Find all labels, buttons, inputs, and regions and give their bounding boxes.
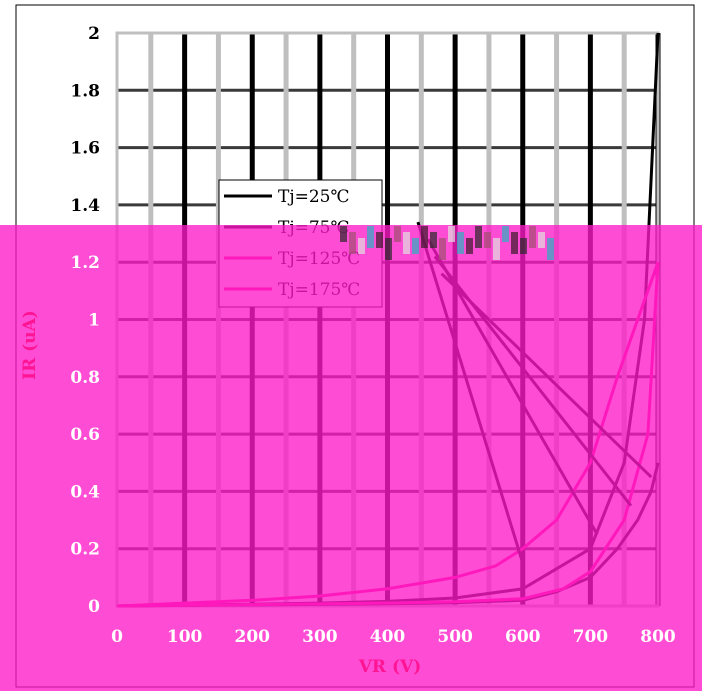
y-axis-label: IR (uA) <box>20 310 40 380</box>
y-tick-label: 0.8 <box>70 368 100 388</box>
noise-artifact <box>421 226 428 248</box>
x-tick-label: 400 <box>370 627 406 647</box>
x-axis-label: VR (V) <box>358 657 422 677</box>
noise-artifact <box>493 238 500 260</box>
x-tick-label: 200 <box>235 627 271 647</box>
noise-artifact <box>349 232 356 254</box>
noise-artifact <box>448 226 455 242</box>
y-tick-label: 2 <box>88 24 100 44</box>
noise-artifact <box>547 238 554 260</box>
noise-artifact <box>520 238 527 254</box>
y-tick-label: 1.8 <box>70 81 100 101</box>
noise-artifact <box>529 226 536 248</box>
y-tick-label: 0.4 <box>70 482 100 502</box>
noise-artifact <box>466 238 473 254</box>
noise-artifact <box>367 226 374 248</box>
noise-artifact <box>457 232 464 254</box>
noise-artifact <box>502 226 509 242</box>
y-tick-label: 1.2 <box>70 253 100 273</box>
noise-artifact <box>340 226 347 242</box>
noise-artifact <box>538 232 545 248</box>
y-tick-label: 0.2 <box>70 540 100 560</box>
x-tick-label: 0 <box>111 627 123 647</box>
noise-artifact <box>385 238 392 260</box>
noise-artifact <box>430 232 437 248</box>
noise-artifact <box>412 238 419 254</box>
y-tick-label: 0 <box>88 597 100 617</box>
legend-label-1: Tj=25℃ <box>278 187 350 207</box>
x-tick-label: 700 <box>573 627 609 647</box>
y-tick-label: 1 <box>88 311 100 331</box>
noise-artifact <box>403 232 410 254</box>
overlay-region <box>0 225 702 691</box>
x-tick-label: 500 <box>437 627 473 647</box>
noise-artifact <box>394 226 401 242</box>
noise-artifact <box>511 232 518 254</box>
x-tick-label: 800 <box>640 627 676 647</box>
noise-artifact <box>439 238 446 260</box>
x-tick-label: 100 <box>167 627 203 647</box>
noise-artifact <box>484 232 491 248</box>
y-tick-label: 1.6 <box>70 139 100 159</box>
noise-artifact <box>376 232 383 248</box>
x-tick-label: 600 <box>505 627 541 647</box>
y-tick-label: 1.4 <box>70 196 100 216</box>
noise-artifact <box>475 226 482 248</box>
x-tick-label: 300 <box>302 627 338 647</box>
y-tick-label: 0.6 <box>70 425 100 445</box>
noise-artifact <box>358 238 365 254</box>
